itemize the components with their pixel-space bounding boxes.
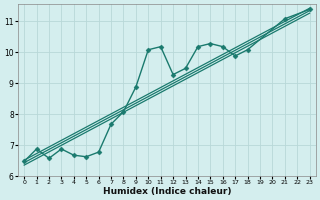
X-axis label: Humidex (Indice chaleur): Humidex (Indice chaleur) <box>103 187 231 196</box>
